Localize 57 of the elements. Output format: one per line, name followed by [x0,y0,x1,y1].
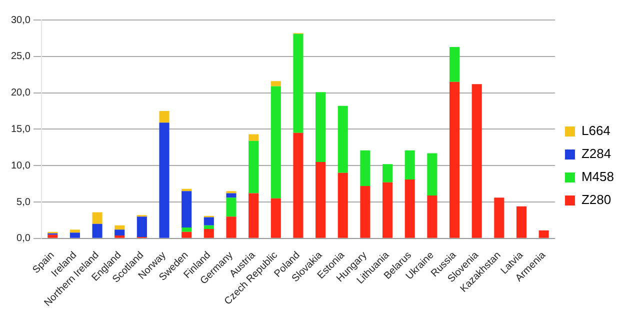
bar [472,84,482,238]
y-tick-label: 5,0 [16,196,31,208]
y-tick-label: 25,0 [10,51,31,62]
bar [114,225,125,230]
bar [92,224,102,238]
bar [382,164,393,182]
bar [226,216,236,238]
bar [538,230,549,238]
bar [427,153,438,196]
legend-label: M458 [581,169,614,184]
bar [494,198,504,238]
y-tick-label: 15,0 [10,124,31,135]
y-tick-label: 30,0 [10,14,31,26]
bar [360,186,370,238]
bar [204,225,214,229]
bar [516,206,527,238]
bar [248,193,259,238]
bar [248,134,259,141]
bar [136,216,147,237]
bar [48,234,58,238]
bar [182,188,192,192]
bar [182,191,192,228]
y-tick-label: 0,0 [16,233,31,244]
bar [70,230,80,233]
bar [159,122,170,238]
legend-label: L664 [581,123,610,138]
bar [226,193,236,198]
bar [159,111,170,123]
legend-label: Z284 [581,146,612,162]
bar [338,106,348,173]
bar [427,195,438,238]
bar [404,150,415,180]
bar [293,132,304,238]
bar [449,82,460,238]
bar [270,81,281,86]
bar [114,230,125,236]
bar [316,92,326,162]
bar [204,217,214,226]
bar [270,198,281,238]
bar [382,182,393,238]
y-tick-label: 20,0 [10,88,31,99]
bar [316,162,326,238]
bar [248,140,259,194]
bar [182,232,192,238]
bar [92,212,102,224]
bar [404,179,415,238]
bar [360,150,370,186]
bar [70,232,80,238]
bar [338,172,348,238]
y-tick-label: 10,0 [10,160,31,172]
bar [293,34,304,133]
bar [204,228,214,238]
bar [226,198,236,217]
bar [182,228,192,232]
bar [449,46,460,82]
bar [270,86,281,198]
legend-label: Z280 [581,192,612,208]
